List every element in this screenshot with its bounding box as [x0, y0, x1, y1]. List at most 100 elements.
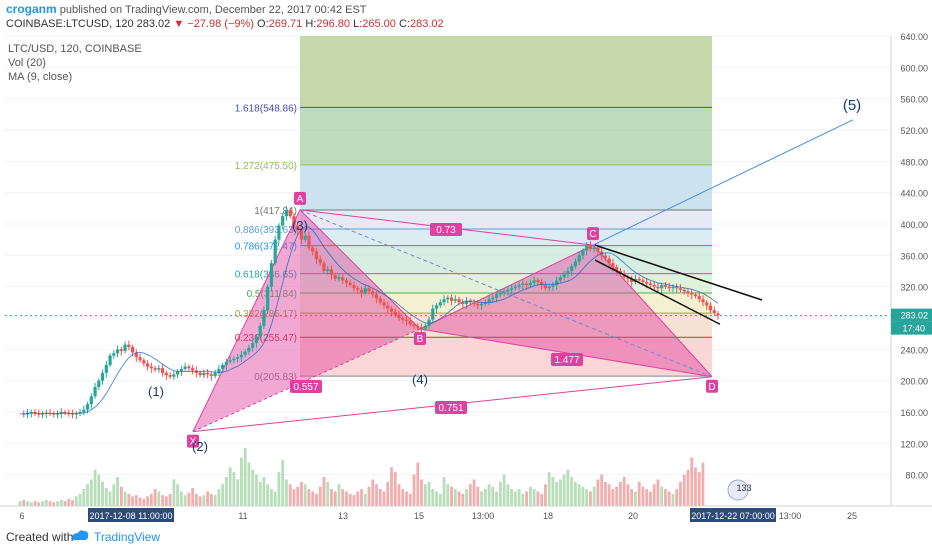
volume-bar [453, 489, 457, 506]
candle-body [100, 372, 105, 381]
volume-bar [67, 498, 71, 506]
candle-body [341, 277, 345, 281]
volume-bar [645, 489, 649, 506]
candle-body [37, 413, 41, 415]
volume-bar [502, 474, 506, 506]
candle-body [498, 292, 502, 295]
candle-body [667, 286, 671, 289]
candle-body [52, 413, 56, 415]
candle-body [517, 285, 521, 287]
volume-bar [48, 501, 52, 506]
price-tick: 200.00 [900, 377, 928, 387]
pattern-point-label: D [708, 382, 715, 393]
pattern-point-label: A [297, 194, 304, 205]
time-tick: 2017-12-22 07:00:00 [691, 511, 775, 521]
price-tick: 160.00 [900, 408, 928, 418]
volume-bar [104, 487, 108, 506]
candle-body [115, 349, 120, 354]
elliott-label: (4) [412, 372, 428, 387]
volume-bar [401, 489, 405, 506]
candle-body [206, 372, 210, 375]
volume-bar [52, 502, 56, 506]
candle-body [356, 288, 360, 290]
volume-bar [108, 491, 112, 506]
volume-bar [326, 481, 330, 506]
volume-bar [536, 491, 540, 506]
volume-bar [619, 481, 622, 506]
author-link[interactable]: croganm [6, 2, 57, 16]
ratio-badge [551, 353, 583, 366]
volume-bar [202, 495, 206, 506]
volume-bar [472, 479, 476, 506]
candle-body [686, 291, 690, 293]
chart-legend: LTC/USD, 120, COINBASE Vol (20) MA (9, c… [8, 42, 142, 84]
volume-bar [483, 489, 487, 506]
volume-bar [356, 491, 360, 506]
volume-bar [423, 484, 427, 506]
candle-body [123, 344, 127, 351]
volume-bar [228, 467, 232, 506]
legend-volume[interactable]: Vol (20) [8, 57, 46, 69]
candle-body [70, 413, 75, 415]
candle-body [284, 209, 289, 217]
high-value: 296.80 [316, 18, 351, 30]
pattern-point-badge [294, 191, 306, 205]
price-tick: 80.00 [905, 471, 928, 481]
volume-bar [146, 496, 149, 506]
candle-body [179, 368, 183, 372]
created-with-text: Created with [6, 530, 74, 544]
candle-body [419, 327, 424, 329]
volume-bar [281, 460, 285, 506]
candle-body [630, 278, 634, 282]
candle-body [78, 412, 82, 414]
candle-body [168, 375, 172, 377]
high-label: H: [305, 18, 317, 30]
fib-label: 1.618(548.86) [235, 103, 297, 114]
candle-body [585, 245, 589, 251]
volume-bar [322, 477, 326, 506]
candle-body [89, 396, 93, 405]
candle-body [468, 300, 472, 303]
candle-body [326, 269, 330, 271]
open-label: O: [257, 18, 269, 30]
volume-bar [495, 491, 498, 506]
candle-body [697, 296, 701, 300]
volume-bar [240, 457, 243, 506]
volume-bar [288, 484, 292, 506]
candle-body [660, 285, 664, 289]
legend-symbol[interactable]: LTC/USD, 120, COINBASE [8, 43, 142, 55]
volume-bar [266, 484, 270, 506]
price-chart[interactable]: 0(205.83)0.236(255.47)0.382(286.17)0.5(3… [0, 0, 932, 524]
volume-bar [74, 496, 78, 506]
close-label: C: [398, 18, 410, 30]
time-tick: 2017-12-08 11:00:00 [90, 511, 173, 521]
fib-label: 0.786(372.47) [235, 242, 297, 253]
low-label: L: [353, 18, 363, 30]
ratio-label: 0.557 [293, 382, 318, 393]
volume-bar [412, 474, 416, 506]
fib-label: 0.618(336.65) [235, 270, 297, 281]
volume-bar [438, 493, 442, 506]
tradingview-brand-link[interactable]: TradingView [94, 530, 161, 544]
volume-bar [506, 484, 510, 506]
volume-bar [149, 493, 153, 506]
candle-body [239, 354, 244, 358]
header-bar: croganm published on TradingView.com, De… [0, 0, 932, 38]
volume-bar [243, 448, 247, 506]
volume-bar [577, 484, 581, 506]
elliott-label: (5) [843, 97, 861, 114]
candle-body [299, 230, 304, 240]
price-tick: 320.00 [900, 283, 928, 293]
time-tick: 13:00 [779, 511, 802, 521]
candle-body [386, 305, 390, 309]
ratio-label: 0.751 [438, 403, 463, 414]
legend-ma[interactable]: MA (9, close) [8, 71, 73, 83]
candle-body [712, 310, 716, 314]
candle-body [311, 247, 315, 252]
volume-bar [649, 491, 652, 506]
fib-label: 0(205.83) [254, 372, 297, 383]
volume-bar [292, 489, 296, 506]
candle-body [705, 302, 709, 306]
volume-bar [543, 484, 547, 506]
volume-bar [589, 491, 592, 506]
